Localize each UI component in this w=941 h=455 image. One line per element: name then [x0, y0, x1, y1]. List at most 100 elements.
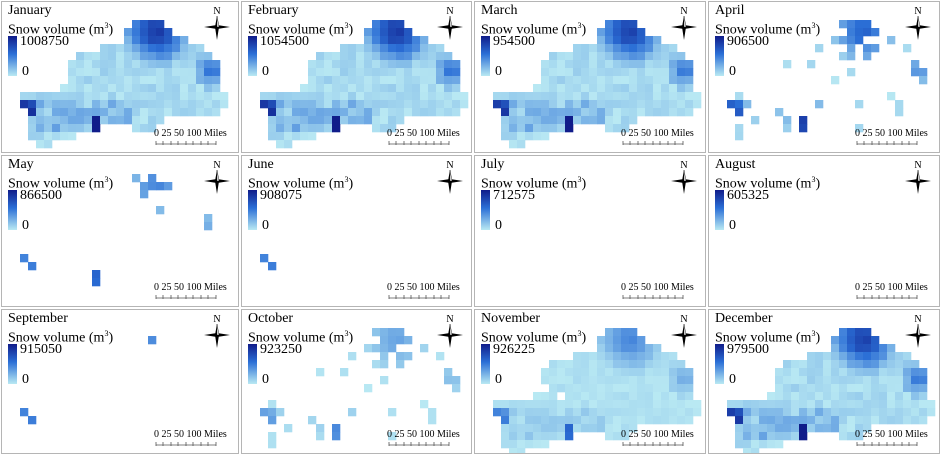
raster-cell — [533, 92, 542, 101]
raster-cell — [581, 368, 590, 377]
raster-cell — [204, 100, 213, 109]
raster-cell — [645, 60, 654, 69]
raster-cell — [677, 376, 686, 385]
raster-cell — [148, 28, 157, 37]
north-label: N — [213, 160, 220, 171]
raster-cell — [823, 400, 832, 409]
raster-cell — [509, 92, 518, 101]
raster-cell — [855, 360, 864, 369]
raster-cell — [597, 60, 606, 69]
map-panel-november: November Snow volume (m3) 926225 0 N 0 2… — [474, 309, 706, 454]
raster-cell — [364, 84, 373, 93]
raster-cell — [791, 424, 800, 433]
legend-title: Snow volume (m3) — [248, 326, 353, 346]
raster-cell — [156, 84, 165, 93]
raster-cell — [420, 108, 429, 117]
raster-cell — [132, 174, 141, 183]
raster-cell — [108, 100, 117, 109]
raster-cell — [372, 36, 381, 45]
raster-cell — [895, 376, 904, 385]
raster-cell — [132, 108, 141, 117]
raster-cell — [501, 408, 510, 417]
raster-cell — [581, 408, 590, 417]
raster-cell — [629, 384, 638, 393]
raster-cell — [549, 100, 558, 109]
raster-cell — [412, 76, 421, 85]
raster-cell — [613, 352, 622, 361]
raster-cell — [799, 116, 808, 125]
raster-cell — [605, 408, 614, 417]
raster-cell — [669, 92, 678, 101]
raster-cell — [517, 132, 526, 141]
raster-cell — [100, 68, 109, 77]
snow-volume-raster — [260, 20, 469, 149]
raster-cell — [428, 416, 437, 425]
raster-cell — [44, 132, 53, 141]
legend-max-value: 1054500 — [260, 34, 309, 49]
raster-cell — [879, 416, 888, 425]
raster-cell — [855, 344, 864, 353]
raster-cell — [581, 392, 590, 401]
raster-cell — [783, 424, 792, 433]
raster-cell — [895, 392, 904, 401]
raster-cell — [420, 52, 429, 61]
raster-cell — [501, 124, 510, 133]
raster-cell — [164, 28, 173, 37]
raster-cell — [589, 92, 598, 101]
north-arrow-icon: N — [435, 313, 465, 349]
raster-cell — [388, 100, 397, 109]
raster-cell — [509, 440, 518, 449]
raster-cell — [148, 60, 157, 69]
raster-cell — [783, 376, 792, 385]
legend-max-value: 605325 — [727, 188, 769, 203]
raster-cell — [621, 100, 630, 109]
raster-cell — [597, 68, 606, 77]
legend-title-text: Snow volume (m — [481, 22, 578, 38]
raster-cell — [124, 52, 133, 61]
scale-labels: 0 25 50 100 Miles — [154, 282, 227, 293]
raster-cell — [783, 392, 792, 401]
north-label: N — [914, 160, 921, 171]
raster-cell — [196, 68, 205, 77]
raster-cell — [541, 368, 550, 377]
north-label: N — [213, 6, 220, 17]
raster-cell — [436, 68, 445, 77]
raster-cell — [573, 376, 582, 385]
raster-cell — [509, 424, 518, 433]
raster-cell — [661, 416, 670, 425]
raster-cell — [388, 408, 397, 417]
raster-cell — [597, 28, 606, 37]
raster-cell — [919, 384, 928, 393]
raster-cell — [517, 408, 526, 417]
raster-cell — [372, 124, 381, 133]
raster-cell — [879, 376, 888, 385]
raster-cell — [685, 108, 694, 117]
raster-cell — [452, 60, 461, 69]
raster-cell — [669, 68, 678, 77]
raster-cell — [863, 336, 872, 345]
raster-cell — [172, 36, 181, 45]
raster-cell — [517, 440, 526, 449]
raster-cell — [541, 408, 550, 417]
raster-cell — [541, 416, 550, 425]
raster-cell — [855, 392, 864, 401]
raster-cell — [879, 384, 888, 393]
raster-cell — [751, 440, 760, 449]
raster-cell — [911, 416, 920, 425]
raster-cell — [549, 92, 558, 101]
raster-cell — [140, 52, 149, 61]
raster-cell — [396, 336, 405, 345]
raster-cell — [148, 68, 157, 77]
raster-cell — [180, 60, 189, 69]
raster-cell — [276, 116, 285, 125]
raster-cell — [316, 100, 325, 109]
raster-cell — [549, 376, 558, 385]
raster-cell — [212, 100, 221, 109]
raster-cell — [140, 124, 149, 133]
raster-cell — [132, 116, 141, 125]
raster-cell — [653, 408, 662, 417]
raster-cell — [759, 416, 768, 425]
raster-cell — [364, 44, 373, 53]
raster-cell — [815, 100, 824, 109]
raster-cell — [300, 100, 309, 109]
